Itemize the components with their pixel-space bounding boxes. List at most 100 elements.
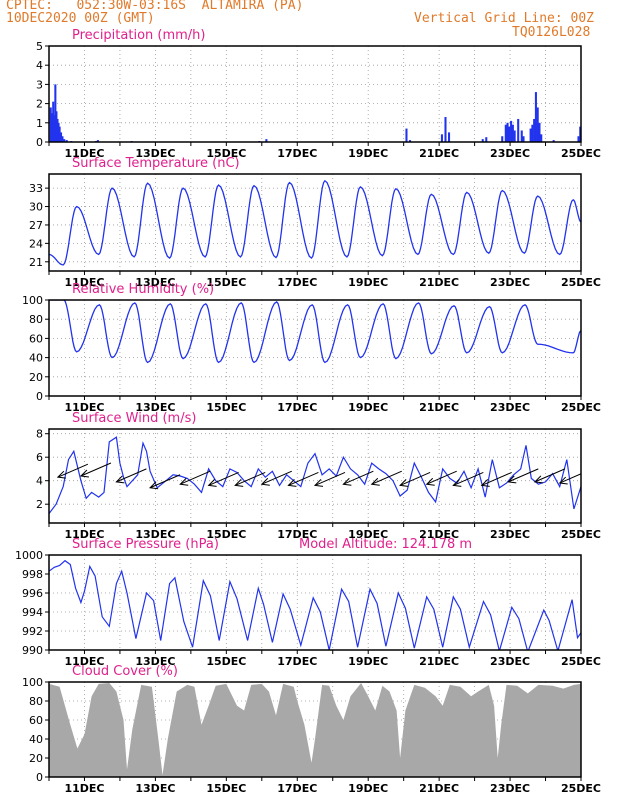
y-tick-label: 24 — [29, 237, 43, 250]
wind-barb-head — [313, 479, 324, 487]
panel-title: Relative Humidity (%) — [72, 282, 214, 297]
wind-barb — [314, 471, 346, 486]
y-tick-label: 996 — [22, 587, 43, 600]
y-tick-label: 60 — [29, 714, 43, 727]
wind-speed-line — [49, 436, 581, 514]
y-tick-label: 8 — [36, 428, 43, 441]
x-tick-label: 15DEC — [206, 147, 246, 160]
x-tick-label: 13DEC — [135, 276, 175, 289]
x-tick-label: 19DEC — [348, 528, 388, 541]
precip-bar — [55, 111, 58, 142]
panel-title: Surface Temperature (nC) — [72, 156, 240, 171]
wind-barb-head — [480, 479, 490, 487]
panel-title: Surface Pressure (hPa) — [72, 537, 219, 552]
precip-bar — [405, 128, 408, 142]
y-tick-label: 6 — [36, 451, 43, 464]
wind-barb-head — [452, 479, 462, 487]
y-tick-label: 30 — [29, 201, 43, 214]
wind-barb-head — [558, 476, 568, 485]
precip-bar — [61, 136, 64, 142]
x-tick-label: 25DEC — [561, 782, 601, 795]
wind-barb — [426, 470, 457, 485]
precip-bar — [538, 122, 541, 142]
precip-bar — [531, 124, 534, 142]
precip-bar — [49, 107, 52, 142]
y-tick-label: 0 — [36, 771, 43, 784]
wind-barb — [508, 468, 539, 483]
wind-barb-head — [370, 477, 380, 486]
x-tick-label: 19DEC — [348, 401, 388, 414]
precip-bar — [485, 137, 488, 142]
x-tick-label: 21DEC — [419, 147, 459, 160]
precip-bar — [508, 126, 511, 142]
pressure-line — [49, 559, 581, 650]
x-tick-label: 19DEC — [348, 276, 388, 289]
panel-title: Cloud Cover (%) — [72, 664, 178, 679]
precip-bar — [59, 132, 63, 142]
x-tick-label: 11DEC — [64, 655, 104, 668]
precip-bar — [54, 84, 57, 142]
precip-bar — [53, 115, 56, 142]
precip-bar — [529, 128, 532, 142]
panel-title: Surface Wind (m/s) — [72, 411, 196, 426]
wind-barb — [399, 471, 431, 486]
panel-marks — [49, 84, 581, 142]
wind-barb-head — [234, 479, 244, 487]
wind-barb-head — [56, 470, 66, 479]
y-tick-label: 40 — [29, 352, 43, 365]
x-tick-label: 17DEC — [277, 147, 317, 160]
x-tick-label: 17DEC — [277, 782, 317, 795]
y-tick-label: 4 — [36, 59, 43, 72]
precip-bar — [577, 136, 580, 142]
wind-barb-head — [260, 477, 270, 486]
precip-bar — [440, 134, 443, 142]
x-tick-label: 17DEC — [277, 276, 317, 289]
precip-bar — [522, 136, 525, 142]
precip-bar — [552, 140, 555, 142]
wind-barb — [481, 471, 512, 486]
y-tick-label: 33 — [29, 182, 43, 195]
wind-barb-head — [342, 477, 352, 486]
precip-bar — [504, 124, 507, 142]
panel-marks — [49, 436, 581, 514]
y-tick-label: 0 — [36, 390, 43, 403]
precip-bar — [65, 140, 68, 142]
wind-barb — [180, 470, 211, 485]
y-tick-label: 60 — [29, 332, 43, 345]
x-tick-label: 17DEC — [277, 655, 317, 668]
x-tick-label: 19DEC — [348, 782, 388, 795]
x-tick-label: 23DEC — [490, 528, 530, 541]
x-tick-label: 17DEC — [277, 528, 317, 541]
precip-bar — [533, 118, 536, 142]
y-tick-label: 2 — [36, 98, 43, 111]
y-tick-label: 40 — [29, 733, 43, 746]
x-tick-label: 15DEC — [206, 655, 246, 668]
y-tick-label: 4 — [36, 475, 43, 488]
x-tick-label: 11DEC — [64, 401, 104, 414]
precip-bar — [540, 134, 543, 142]
wind-barb-head — [115, 475, 125, 484]
wind-barb — [261, 470, 292, 485]
y-tick-label: 0 — [36, 136, 43, 149]
x-tick-label: 11DEC — [64, 782, 104, 795]
cloud-cover-area — [49, 683, 581, 777]
temperature-line — [49, 179, 581, 266]
x-tick-label: 13DEC — [135, 147, 175, 160]
precip-bar — [534, 92, 537, 142]
y-tick-label: 2 — [36, 498, 43, 511]
y-tick-label: 20 — [29, 371, 43, 384]
y-tick-label: 1000 — [15, 549, 43, 562]
wind-barb — [453, 471, 484, 486]
panel-frame — [48, 45, 582, 143]
panel-frame — [48, 299, 582, 397]
header-grid-note: Vertical Grid Line: 00Z — [414, 11, 595, 26]
x-tick-label: 19DEC — [348, 655, 388, 668]
y-tick-label: 3 — [36, 78, 43, 91]
precip-bar — [501, 136, 504, 142]
y-tick-label: 20 — [29, 752, 43, 765]
wind-barb — [534, 468, 566, 483]
x-tick-label: 11DEC — [64, 276, 104, 289]
panel-marks — [49, 559, 581, 650]
x-tick-label: 21DEC — [419, 655, 459, 668]
